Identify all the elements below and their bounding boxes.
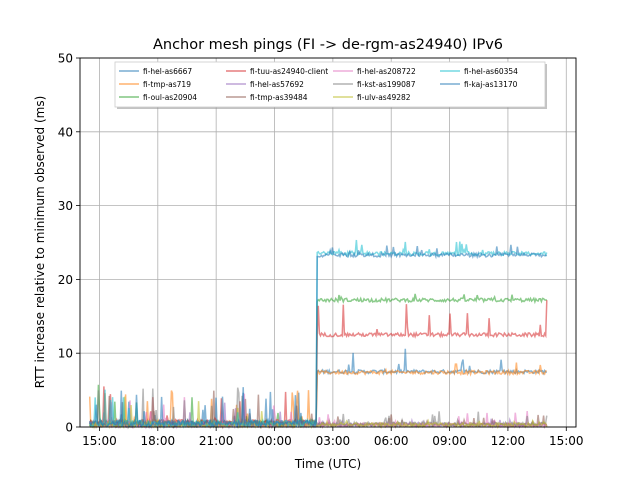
legend-box (114, 61, 546, 108)
legend: fi-hel-as6667 fi-tmp-as719 fi-oul-as20904 f… (114, 61, 547, 109)
legend-label: fi-hel-as6667 (143, 67, 192, 76)
y-axis: 0 10 20 30 40 50 (58, 52, 80, 435)
legend-label: fi-kaj-as13170 (464, 80, 518, 89)
plot-frame (79, 57, 577, 428)
x-tick-label: 06:00 (374, 434, 409, 448)
chart-title: Anchor mesh pings (FI -> de-rgm-as24940)… (153, 37, 503, 53)
y-axis-label: RTT increase relative to minimum observe… (33, 96, 47, 389)
y-tick-label: 10 (58, 347, 73, 361)
x-axis-label: Time (UTC) (294, 457, 361, 471)
series-line (89, 239, 548, 429)
legend-label: fi-hel-as208722 (357, 67, 416, 76)
x-tick-label: 03:00 (316, 434, 351, 448)
y-tick-label: 20 (58, 273, 73, 287)
y-tick-label: 50 (58, 52, 73, 66)
legend-label: fi-hel-as57692 (250, 80, 304, 89)
legend-label: fi-oul-as20904 (143, 93, 197, 102)
x-axis: 15:00 18:00 21:00 00:00 03:00 06:00 09:00 12:00… (82, 427, 584, 448)
legend-label: fi-tuu-as24940-client (250, 67, 328, 76)
y-tick-label: 0 (65, 421, 73, 435)
x-tick-label: 21:00 (199, 434, 234, 448)
x-tick-label: 09:00 (432, 434, 467, 448)
plot-area (79, 57, 577, 430)
legend-label: fi-ulv-as49282 (357, 93, 411, 102)
legend-label: fi-kst-as199087 (357, 80, 416, 89)
legend-label: fi-tmp-as39484 (250, 93, 308, 102)
x-tick-label: 12:00 (491, 434, 526, 448)
x-tick-label: 18:00 (141, 434, 176, 448)
x-tick-label: 15:00 (549, 434, 584, 448)
legend-label: fi-hel-as60354 (464, 67, 518, 76)
series-line (88, 244, 548, 430)
legend-label: fi-tmp-as719 (143, 80, 191, 89)
series-lines (88, 239, 548, 430)
y-tick-label: 40 (58, 125, 73, 139)
y-tick-label: 30 (58, 199, 73, 213)
x-tick-label: 00:00 (257, 434, 292, 448)
x-tick-label: 15:00 (82, 434, 117, 448)
